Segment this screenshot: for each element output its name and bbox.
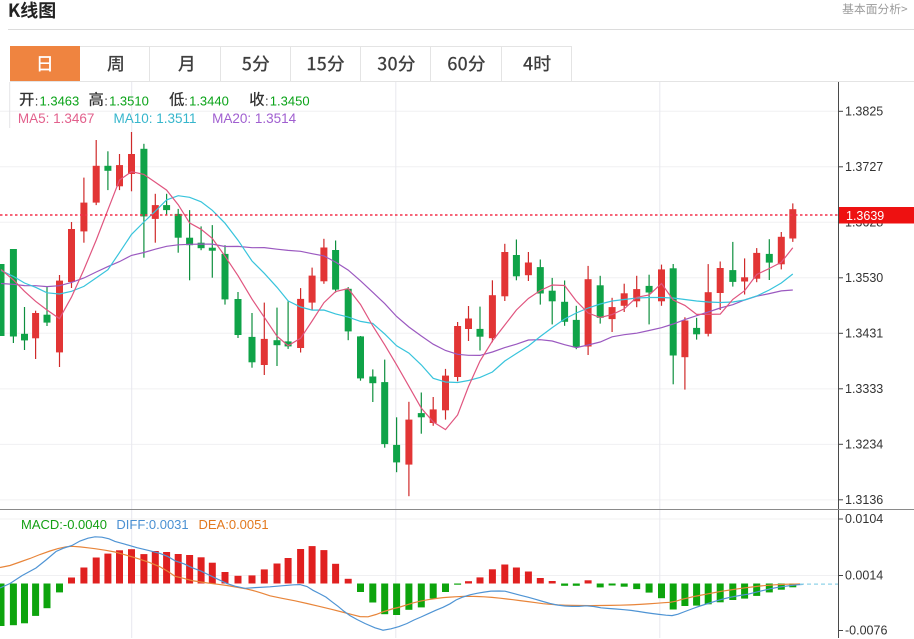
svg-text:MACD:-0.0040: MACD:-0.0040 (21, 517, 107, 532)
svg-text:1.3234: 1.3234 (845, 438, 883, 452)
svg-text:MA10: 1.3511: MA10: 1.3511 (114, 111, 197, 126)
svg-text:-0.0076: -0.0076 (845, 624, 887, 638)
svg-text:1.3333: 1.3333 (845, 382, 883, 396)
svg-text:MA5: 1.3467: MA5: 1.3467 (18, 111, 95, 126)
svg-text:1.3639: 1.3639 (846, 209, 884, 223)
svg-text::: : (265, 93, 269, 108)
svg-text:0.0014: 0.0014 (845, 569, 883, 583)
svg-text::: : (104, 93, 108, 108)
svg-text:1.3463: 1.3463 (40, 93, 80, 108)
svg-text::: : (184, 93, 188, 108)
svg-text:0.0104: 0.0104 (845, 512, 883, 526)
svg-text:1.3136: 1.3136 (845, 493, 883, 507)
svg-text:1.3450: 1.3450 (270, 93, 310, 108)
svg-text:DEA:0.0051: DEA:0.0051 (199, 517, 269, 532)
svg-text:DIFF:0.0031: DIFF:0.0031 (116, 517, 188, 532)
svg-text:1.3825: 1.3825 (845, 105, 883, 119)
svg-text:1.3431: 1.3431 (845, 327, 883, 341)
svg-text::: : (35, 93, 39, 108)
svg-text:1.3510: 1.3510 (109, 93, 149, 108)
svg-text:1.3530: 1.3530 (845, 271, 883, 285)
svg-text:MA20: 1.3514: MA20: 1.3514 (212, 111, 297, 126)
svg-text:1.3727: 1.3727 (845, 160, 883, 174)
svg-text:1.3440: 1.3440 (189, 93, 229, 108)
